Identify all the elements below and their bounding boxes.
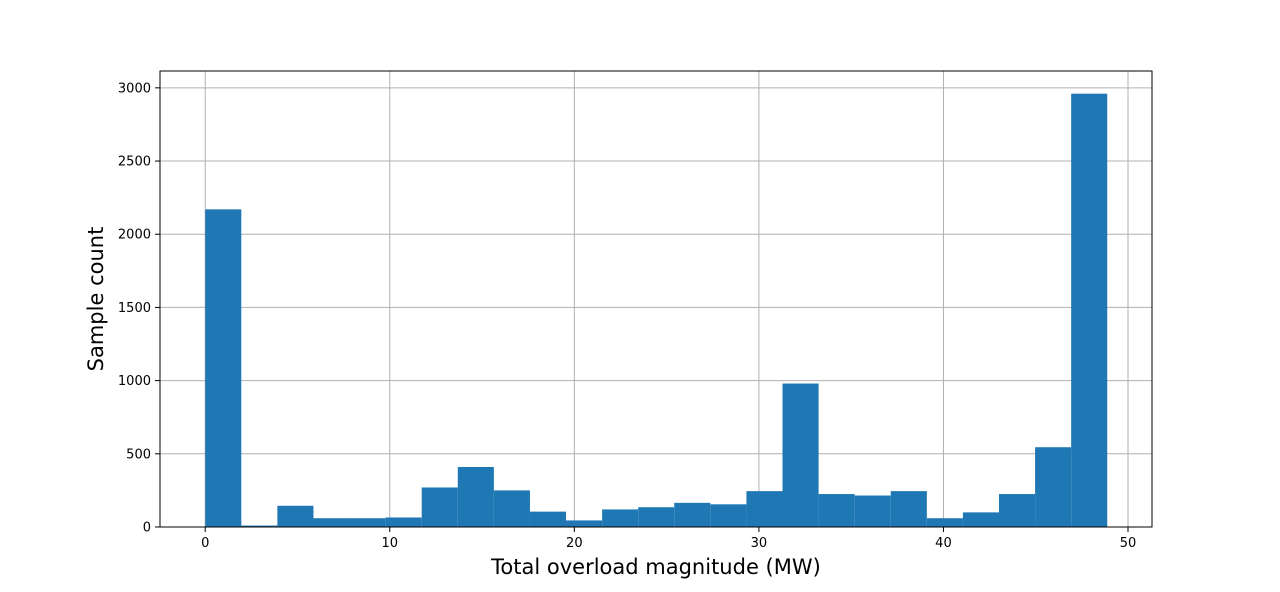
plot-frame xyxy=(159,70,1153,528)
y-tick-label: 3000 xyxy=(118,81,151,96)
histogram-bar xyxy=(457,466,494,527)
histogram-bar xyxy=(1035,447,1072,527)
y-tick-label: 500 xyxy=(126,447,151,462)
histogram-bar xyxy=(999,494,1036,527)
histogram-bar xyxy=(926,518,963,527)
histogram-bar xyxy=(674,502,711,527)
histogram-bar xyxy=(241,525,278,527)
histogram-bar xyxy=(890,491,927,527)
histogram-bar xyxy=(385,517,422,527)
histogram-bar xyxy=(1071,93,1108,527)
histogram-bar xyxy=(566,520,603,527)
x-tick-label: 50 xyxy=(1120,536,1137,551)
histogram-bar xyxy=(205,209,242,527)
histogram-bar xyxy=(710,504,747,527)
histogram-bar xyxy=(746,491,783,527)
histogram-bar xyxy=(602,509,639,527)
y-axis-label: Sample count xyxy=(84,227,108,372)
y-tick-label: 1500 xyxy=(118,301,151,316)
x-tick-label: 0 xyxy=(201,536,209,551)
x-tick-label: 30 xyxy=(751,536,768,551)
x-tick-label: 40 xyxy=(935,536,952,551)
histogram-bar xyxy=(313,518,350,527)
y-tick-label: 1000 xyxy=(118,374,151,389)
histogram-bar xyxy=(349,518,386,527)
histogram-bar xyxy=(421,487,458,527)
histogram-bar xyxy=(818,494,855,527)
y-tick-label: 0 xyxy=(143,521,151,536)
y-tick-label: 2000 xyxy=(118,228,151,243)
histogram-bar xyxy=(529,511,567,527)
histogram-bar xyxy=(782,383,819,527)
y-tick-label: 2500 xyxy=(118,155,151,170)
histogram-bar xyxy=(638,507,675,527)
x-tick-label: 20 xyxy=(566,536,583,551)
histogram-bars xyxy=(205,93,1108,527)
histogram-bar xyxy=(962,512,1000,527)
histogram-bar xyxy=(277,505,314,527)
grid-lines xyxy=(160,71,1152,528)
x-axis-label: Total overload magnitude (MW) xyxy=(490,555,821,579)
x-tick-label: 10 xyxy=(382,536,399,551)
histogram-bar xyxy=(493,490,530,527)
histogram-bar xyxy=(854,495,891,527)
